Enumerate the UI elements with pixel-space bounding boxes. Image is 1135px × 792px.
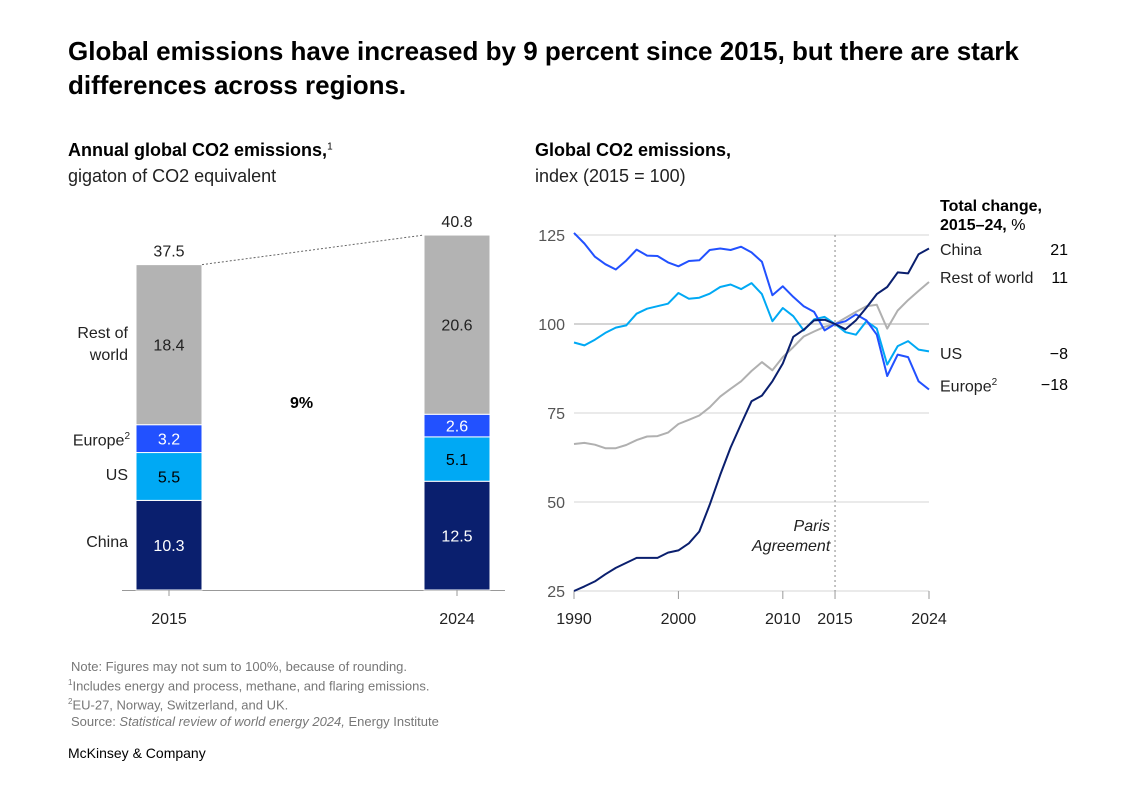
footnotes: Note: Figures may not sum to 100%, becau… [68, 659, 439, 730]
line-chart-subtitle: index (2015 = 100) [535, 166, 686, 186]
legend-header-line1: Total change, [940, 198, 1042, 215]
bar-segment-china [423, 480, 491, 591]
line-chart-title: Global CO2 emissions, [535, 140, 732, 160]
footnote-marker: 2 [124, 431, 130, 442]
legend-header: Total change, 2015–24, % [940, 197, 1042, 235]
x-tick-label: 2024 [911, 611, 947, 628]
legend-header-period: 2015–24, [940, 217, 1007, 234]
bar-chart-title-text: Annual global CO2 emissions, [68, 140, 328, 160]
bar-value-label: 10.3 [153, 538, 184, 555]
footnote-marker: 1 [327, 141, 333, 153]
page-title: Global emissions have increased by 9 per… [68, 36, 1019, 100]
source-prefix: Source: [71, 713, 120, 729]
note: Note: Figures may not sum to 100%, becau… [71, 659, 408, 674]
series-name: Rest of world [940, 270, 1034, 287]
series-line-europe [573, 232, 930, 391]
bar-segment-rest-of-world [423, 234, 491, 415]
legend-europe: Europe2 [60, 431, 130, 450]
legend-us: US [105, 467, 128, 484]
source-suffix: Energy Institute [344, 713, 439, 729]
series-change: 11 [1051, 270, 1068, 287]
footnote-1: Includes energy and process, methane, an… [72, 678, 430, 694]
legend-china: China [86, 534, 128, 551]
annotation-line1: Paris [793, 518, 830, 535]
bar-total-label: 40.8 [441, 214, 472, 231]
x-tick-label: 2010 [765, 611, 801, 628]
paris-agreement-annotation: Paris Agreement [752, 517, 830, 557]
series-change: −8 [1049, 346, 1068, 363]
x-tick-label: 2015 [151, 611, 187, 628]
y-tick-label: 50 [547, 495, 565, 512]
bar-segment-europe [135, 424, 203, 454]
bar-segment-rest-of-world [135, 264, 203, 426]
y-tick-label: 125 [538, 228, 565, 245]
bar-segment-china [135, 499, 203, 591]
line-legend-rest-of-world: Rest of world 11 [940, 270, 1068, 288]
bar-value-label: 5.5 [158, 469, 180, 486]
x-tick-label: 1990 [556, 611, 592, 628]
bar-value-label: 5.1 [446, 452, 468, 469]
source-title: Statistical review of world energy 2024, [119, 713, 345, 729]
line-legend-us: US −8 [940, 346, 1068, 364]
series-name: Europe [940, 378, 992, 396]
bar-chart-title: Annual global CO2 emissions,1 [68, 140, 333, 161]
bar-segment-us [135, 452, 203, 501]
legend-header-unit: % [1011, 217, 1026, 234]
bar-chart-subtitle: gigaton of CO2 equivalent [68, 166, 277, 186]
legend-rest-of-world: Rest of world [77, 325, 128, 364]
bar-value-label: 18.4 [153, 338, 184, 355]
bar-value-label: 12.5 [441, 529, 472, 546]
series-change: −18 [1040, 377, 1068, 394]
connector-line [201, 234, 425, 266]
y-tick-label: 100 [538, 317, 565, 334]
line-legend-china: China 21 [940, 242, 1068, 260]
legend-europe-text: Europe [72, 432, 125, 450]
annotation-line2: Agreement [752, 538, 831, 555]
bar-total-label: 37.5 [153, 244, 184, 261]
series-change: 21 [1050, 242, 1068, 259]
footnote-marker: 2 [991, 377, 998, 388]
series-name: China [940, 242, 982, 259]
bar-value-label: 20.6 [441, 318, 472, 335]
change-label: 9% [290, 395, 314, 412]
x-tick-label: 2015 [817, 611, 853, 628]
footnote-marker: 1 [68, 678, 73, 687]
x-tick-label: 2000 [661, 611, 697, 628]
y-tick-label: 75 [547, 406, 565, 423]
bar-value-label: 3.2 [158, 432, 180, 449]
footnote-2: EU-27, Norway, Switzerland, and UK. [72, 697, 289, 713]
line-chart: 25 50 75 100 125 1990 2000 2010 2015 2024 [538, 228, 947, 628]
line-legend-europe: Europe2 −18 [940, 377, 1068, 396]
source: Source: Statistical review of world ener… [68, 714, 439, 730]
bar-value-label: 2.6 [446, 419, 468, 436]
series-line-rest-of-world [573, 281, 930, 450]
series-name: US [940, 346, 963, 363]
brand-logo: McKinsey & Company [68, 745, 206, 761]
bar-chart: 10.3 5.5 3.2 18.4 37.5 2015 12.5 5.1 2.6 20.6 40.8… [122, 214, 505, 628]
series-line-china [573, 247, 930, 592]
x-tick-label: 2024 [439, 611, 475, 628]
y-tick-label: 25 [547, 584, 565, 601]
footnote-marker: 2 [68, 697, 73, 707]
